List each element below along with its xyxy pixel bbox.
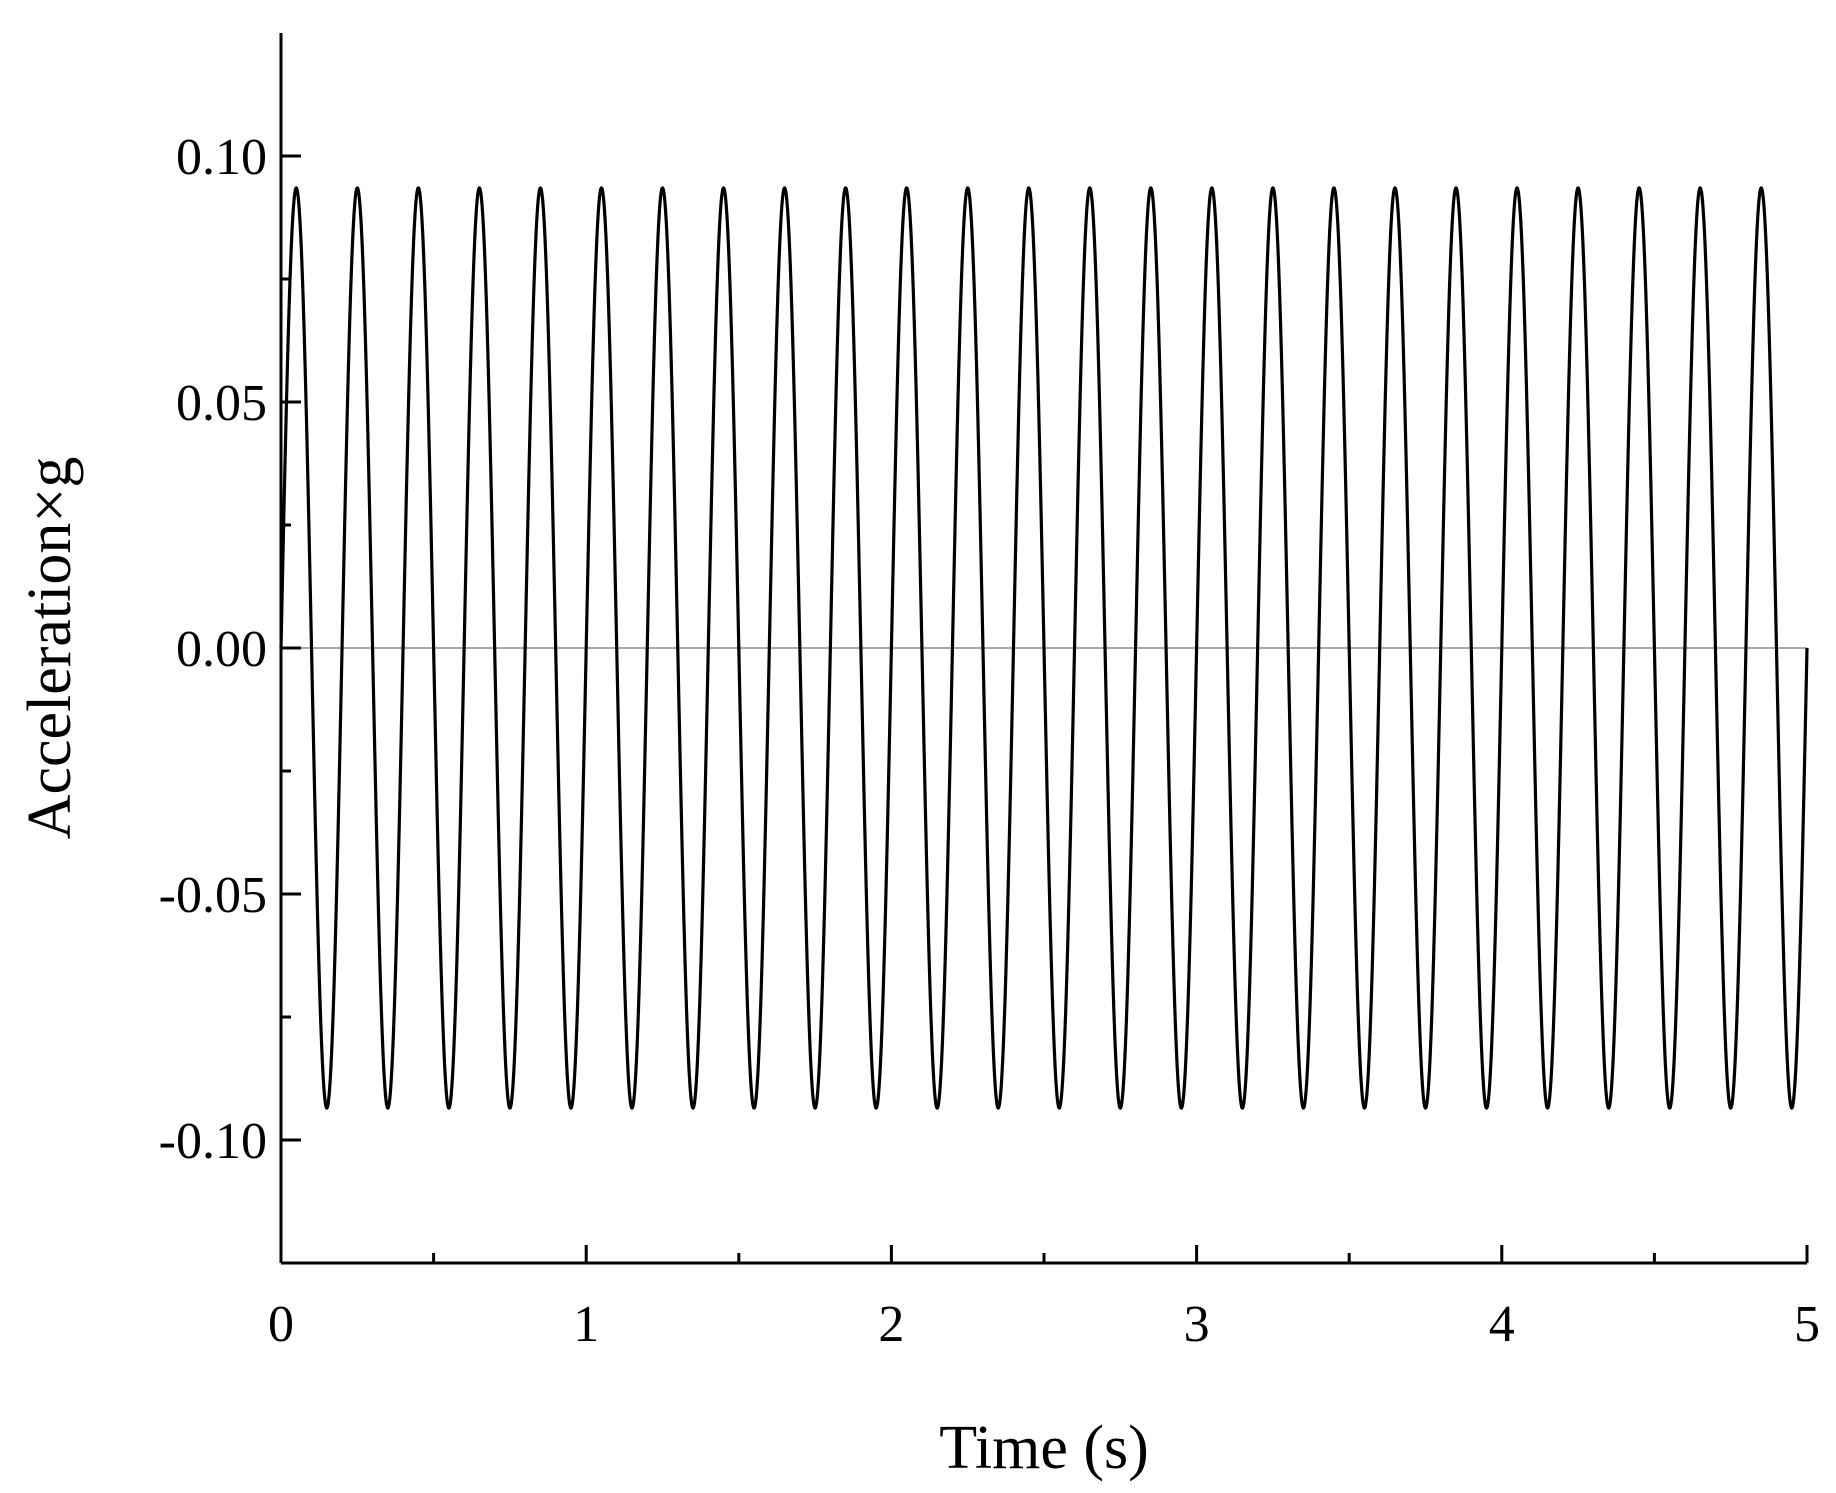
x-tick-label: 0 [268, 1296, 294, 1353]
y-tick-label: 0.00 [176, 621, 267, 678]
y-ticks-layer: 0.10 0.05 0.00 -0.05 -0.10 [159, 129, 301, 1170]
x-tick-label: 4 [1489, 1296, 1515, 1353]
series-line-0 [279, 186, 1809, 1110]
x-tick-label: 5 [1794, 1296, 1820, 1353]
y-tick-label: 0.05 [176, 375, 267, 432]
x-tick-label: 1 [573, 1296, 599, 1353]
x-axis-title: Time (s) [939, 1414, 1149, 1482]
x-tick-label: 3 [1184, 1296, 1210, 1353]
series-layer [279, 186, 1809, 1110]
y-tick-label: -0.05 [159, 867, 267, 924]
y-tick-label: 0.10 [176, 129, 267, 186]
y-axis-title: Acceleration×g [16, 457, 84, 840]
y-tick-label: -0.10 [159, 1113, 267, 1170]
x-tick-label: 2 [878, 1296, 904, 1353]
x-ticks-layer: 0 1 2 3 4 5 [268, 1245, 1820, 1353]
